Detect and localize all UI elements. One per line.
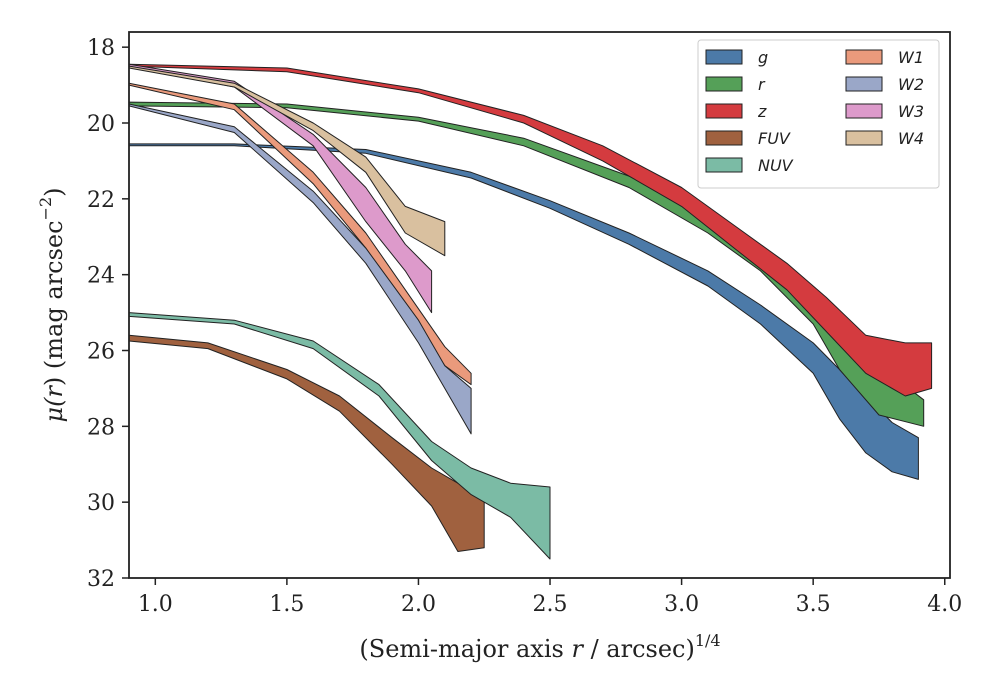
y-tick-label: 18	[87, 36, 115, 61]
x-tick-label: 2.5	[533, 592, 568, 617]
legend-label-fuv: FUV	[758, 129, 791, 148]
y-tick-label: 28	[87, 415, 115, 440]
x-tick-label: 3.5	[796, 592, 831, 617]
y-tick-label: 30	[87, 491, 115, 516]
y-tick-label: 32	[87, 567, 115, 592]
x-axis-ticks: 1.0 1.5 2.0 2.5 3.0 3.5 4.0	[138, 578, 962, 617]
legend-swatch-w1	[845, 49, 883, 65]
legend-label-w1: W1	[898, 48, 924, 67]
band-z	[128, 63, 933, 397]
legend-swatch-w3	[845, 103, 883, 119]
legend-swatch-g	[705, 49, 743, 65]
y-tick-label: 22	[87, 188, 115, 213]
y-tick-label: 20	[87, 112, 115, 137]
legend-label-w4: W4	[898, 129, 924, 148]
band-w4	[128, 65, 446, 257]
y-axis-label: μ(r) (mag arcsec−2)	[36, 187, 68, 422]
legend-swatch-w2	[845, 76, 883, 92]
series-bands	[128, 63, 933, 560]
legend-label-r: r	[758, 75, 766, 94]
band-w2	[128, 103, 472, 435]
band-w1	[128, 82, 472, 386]
x-tick-label: 1.0	[138, 592, 173, 617]
x-tick-label: 4.0	[927, 592, 962, 617]
legend-swatch-fuv	[705, 130, 743, 146]
x-tick-label: 3.0	[664, 592, 699, 617]
legend: grz FUV NUV W1 W2 W3 W4	[697, 39, 940, 189]
x-tick-label: 2.0	[401, 592, 436, 617]
band-nuv	[128, 312, 551, 560]
legend-swatch-w4	[845, 130, 883, 146]
plot-frame	[128, 31, 951, 579]
band-fuv	[128, 334, 485, 552]
y-tick-label: 26	[87, 340, 115, 365]
legend-label-g: g	[758, 48, 768, 67]
y-axis-ticks: 18 20 22 24 26 28 30 32	[87, 36, 129, 592]
y-tick-label: 24	[87, 264, 115, 289]
legend-swatch-z	[705, 103, 743, 119]
legend-swatch-r	[705, 76, 743, 92]
legend-label-w2: W2	[898, 75, 924, 94]
legend-swatch-nuv	[705, 157, 743, 173]
legend-label-w3: W3	[898, 102, 924, 121]
x-axis-label: (Semi-major axis r / arcsec)1/4	[359, 631, 720, 663]
band-g	[128, 143, 919, 480]
x-tick-label: 1.5	[269, 592, 304, 617]
legend-label-nuv: NUV	[758, 156, 794, 175]
legend-label-z: z	[757, 102, 767, 121]
